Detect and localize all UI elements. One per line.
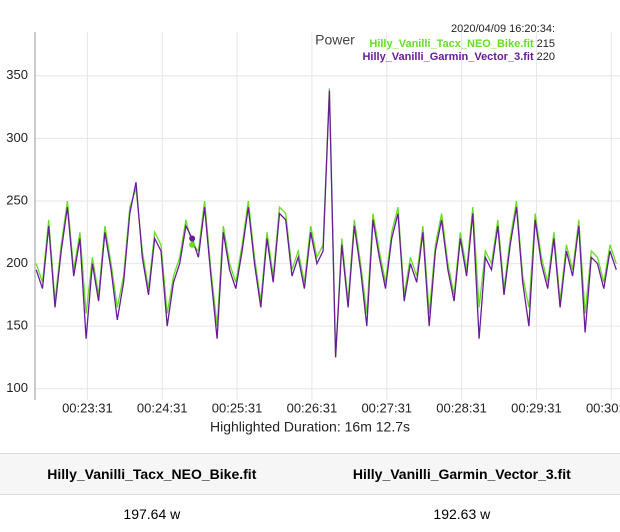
x-tick-label: 00:27:31 <box>361 400 412 415</box>
x-tick-label: 00:23:31 <box>62 400 113 415</box>
y-tick-label: 200 <box>6 255 28 270</box>
series-line <box>36 91 616 358</box>
x-tick-label: 00:30:31 <box>586 400 620 415</box>
hover-dot <box>189 236 195 242</box>
table-cell: 192.63 w <box>304 495 620 532</box>
y-tick-label: 150 <box>6 318 28 333</box>
y-tick-label: 300 <box>6 130 28 145</box>
x-tick-label: 00:28:31 <box>436 400 487 415</box>
hover-dot <box>189 242 195 248</box>
x-axis-label: Highlighted Duration: 16m 12.7s <box>210 419 410 435</box>
chart: Power Highlighted Duration: 16m 12.7s 20… <box>0 0 620 440</box>
y-tick-label: 100 <box>6 380 28 395</box>
legend-value: 220 <box>537 51 555 63</box>
hover-time: 2020/04/09 16:20:34: <box>451 23 555 35</box>
x-tick-label: 00:25:31 <box>212 400 263 415</box>
legend-name: Hilly_Vanilli_Tacx_NEO_Bike.fit <box>369 38 534 50</box>
x-tick-label: 00:24:31 <box>137 400 188 415</box>
legend-entry: Hilly_Vanilli_Tacx_NEO_Bike.fit215 <box>369 38 555 50</box>
legend-name: Hilly_Vanilli_Garmin_Vector_3.fit <box>362 51 534 63</box>
chart-title: Power <box>315 32 355 48</box>
table-header: Hilly_Vanilli_Garmin_Vector_3.fit <box>304 454 620 495</box>
table-cell: 197.64 w <box>0 495 304 532</box>
x-tick-label: 00:26:31 <box>287 400 338 415</box>
y-tick-label: 250 <box>6 192 28 207</box>
legend-entry: Hilly_Vanilli_Garmin_Vector_3.fit220 <box>362 51 555 63</box>
y-tick-label: 350 <box>6 67 28 82</box>
legend-value: 215 <box>537 38 555 50</box>
table-header: Hilly_Vanilli_Tacx_NEO_Bike.fit <box>0 454 304 495</box>
x-tick-label: 00:29:31 <box>511 400 562 415</box>
